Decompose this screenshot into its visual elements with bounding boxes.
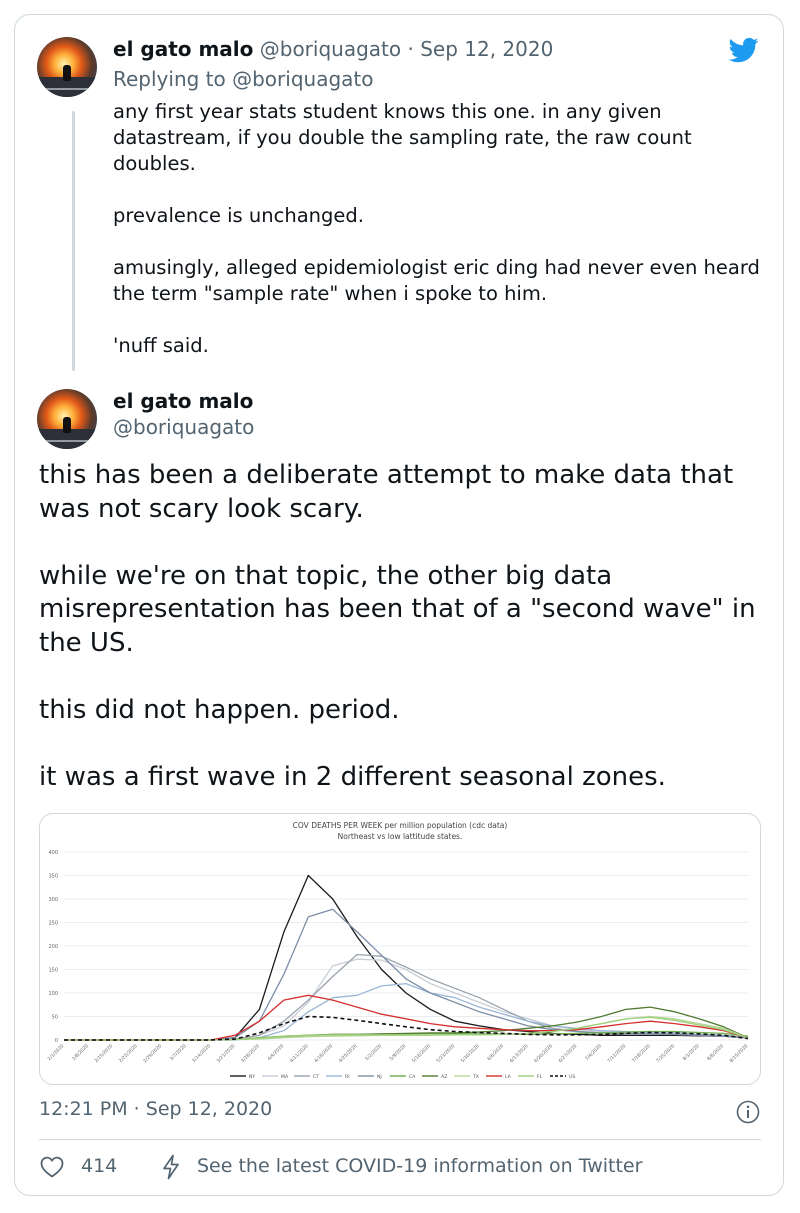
tweet2-text: this has been a deliberate attempt to ma… <box>39 460 756 792</box>
chart-y-tick-label: 400 <box>48 850 58 856</box>
chart-x-tick-label: 3/7/2020 <box>169 1043 188 1062</box>
chart-legend-label: FL <box>537 1074 543 1080</box>
chart-x-tick-label: 7/11/2020 <box>606 1043 627 1064</box>
tweet1-separator: · <box>407 37 414 61</box>
chart-x-tick-label: 8/8/2020 <box>706 1043 725 1062</box>
chart-legend-label: CA <box>409 1074 416 1080</box>
tweet1-handle[interactable]: @boriquagato <box>259 37 402 61</box>
tweet1-display-name[interactable]: el gato malo <box>113 37 254 61</box>
tweet1-header: el gato malo @boriquagato · Sep 12, 2020 <box>113 37 553 61</box>
chart-x-tick-label: 6/20/2020 <box>533 1043 554 1064</box>
chart-legend-label: CT <box>313 1074 319 1080</box>
chart-image[interactable]: COV DEATHS PER WEEK per million populati… <box>39 813 761 1085</box>
chart-x-tick-label: 4/11/2020 <box>289 1043 310 1064</box>
chart-x-tick-label: 7/4/2020 <box>584 1043 603 1062</box>
chart-x-tick-label: 3/28/2020 <box>240 1043 261 1064</box>
chart-y-tick-label: 0 <box>55 1038 58 1044</box>
chart-x-tick-label: 8/1/2020 <box>682 1043 701 1062</box>
chart-x-tick-label: 5/30/2020 <box>460 1043 481 1064</box>
chart-legend-label: LA <box>505 1074 512 1080</box>
chart-series-lines <box>64 874 749 1041</box>
chart-x-tick-label: 4/4/2020 <box>266 1043 285 1062</box>
chart-x-tick-label: 6/27/2020 <box>558 1043 579 1064</box>
chart-x-tick-label: 3/21/2020 <box>216 1043 237 1064</box>
twitter-bird-icon[interactable] <box>727 35 761 65</box>
chart-legend: NY MA CT RI NJ CA AZ TX LA FL US <box>230 1074 575 1080</box>
chart-subtitle: Northeast vs low lattitude states. <box>338 832 463 841</box>
chart-y-tick-label: 200 <box>48 944 58 950</box>
chart-x-tick-label: 5/16/2020 <box>411 1043 432 1064</box>
bolt-icon[interactable] <box>161 1154 181 1180</box>
chart-legend-label: RI <box>345 1074 350 1080</box>
chart-x-tick-label: 5/23/2020 <box>435 1043 456 1064</box>
chart-x-tick-label: 2/29/2020 <box>142 1043 163 1064</box>
tweet-timestamp[interactable]: 12:21 PM · Sep 12, 2020 <box>39 1098 273 1120</box>
chart-y-tick-label: 250 <box>48 921 58 927</box>
chart-series-line-fl <box>64 1016 749 1041</box>
heart-icon[interactable] <box>40 1156 64 1178</box>
chart-x-tick-label: 2/15/2020 <box>93 1043 114 1064</box>
avatar-ground <box>37 77 97 97</box>
chart-y-tick-label: 350 <box>48 874 58 880</box>
chart-y-tick-label: 100 <box>48 991 58 997</box>
chart-grid <box>64 851 748 1041</box>
chart-series-line-ny <box>64 874 749 1041</box>
chart-title: COV DEATHS PER WEEK per million populati… <box>293 821 508 830</box>
avatar-cat-silhouette <box>63 65 71 81</box>
chart-legend-label: TX <box>472 1074 479 1080</box>
chart-y-tick-label: 50 <box>52 1015 58 1021</box>
like-count[interactable]: 414 <box>81 1155 118 1177</box>
tweet1-date[interactable]: Sep 12, 2020 <box>420 37 554 61</box>
tweet2-handle[interactable]: @boriquagato <box>113 415 255 439</box>
chart-legend-label: MA <box>281 1074 289 1080</box>
chart-x-tick-label: 2/8/2020 <box>71 1043 90 1062</box>
chart-x-tick-label: 5/9/2020 <box>389 1043 408 1062</box>
tweet2-display-name[interactable]: el gato malo <box>113 389 254 413</box>
chart-y-tick-label: 150 <box>48 968 58 974</box>
thread-connector-line <box>72 111 75 371</box>
chart-x-tick-label: 7/25/2020 <box>655 1043 676 1064</box>
avatar-cat-silhouette <box>63 417 71 433</box>
chart-x-tick-labels: 2/1/2020 2/8/2020 2/15/2020 2/22/2020 2/29/2… <box>47 1043 750 1064</box>
avatar-ground <box>37 429 97 449</box>
chart-x-tick-label: 4/18/2020 <box>313 1043 334 1064</box>
chart-x-tick-label: 5/2/2020 <box>364 1043 383 1062</box>
chart-series-line-nj <box>64 908 749 1041</box>
chart-svg: COV DEATHS PER WEEK per million populati… <box>47 821 750 1080</box>
chart-x-tick-label: 2/1/2020 <box>47 1043 66 1062</box>
chart-x-tick-label: 3/14/2020 <box>191 1043 212 1064</box>
replying-to-label[interactable]: Replying to @boriquagato <box>113 67 374 91</box>
covid-info-link[interactable]: See the latest COVID-19 information on T… <box>197 1155 643 1177</box>
avatar[interactable] <box>37 389 97 449</box>
chart-y-tick-labels: 0 50 100 150 200 250 300 350 400 <box>48 850 58 1044</box>
chart-x-tick-label: 6/13/2020 <box>509 1043 530 1064</box>
tweet1-text: any first year stats student knows this … <box>113 100 760 357</box>
tweet-card: el gato malo @boriquagato · Sep 12, 2020… <box>14 14 784 1196</box>
chart-x-tick-label: 2/22/2020 <box>118 1043 139 1064</box>
chart-series-line-us <box>64 1015 749 1041</box>
chart-legend-label: NJ <box>377 1074 382 1080</box>
avatar[interactable] <box>37 37 97 97</box>
chart-x-tick-label: 6/6/2020 <box>486 1043 505 1062</box>
avatar-caption-strip <box>43 88 91 90</box>
info-icon[interactable] <box>736 1100 760 1124</box>
chart-legend-label: NY <box>249 1074 255 1080</box>
chart-x-tick-label: 7/18/2020 <box>631 1043 652 1064</box>
footer-divider <box>39 1139 761 1140</box>
chart-series-line-ma <box>64 958 749 1041</box>
chart-legend-label: AZ <box>441 1074 447 1080</box>
avatar-caption-strip <box>43 440 91 442</box>
chart-legend-label: US <box>569 1074 575 1080</box>
chart-x-tick-label: 8/15/2020 <box>729 1043 750 1064</box>
chart-series-line-tx <box>64 1015 749 1041</box>
chart-y-tick-label: 300 <box>48 897 58 903</box>
chart-x-tick-label: 4/25/2020 <box>338 1043 359 1064</box>
